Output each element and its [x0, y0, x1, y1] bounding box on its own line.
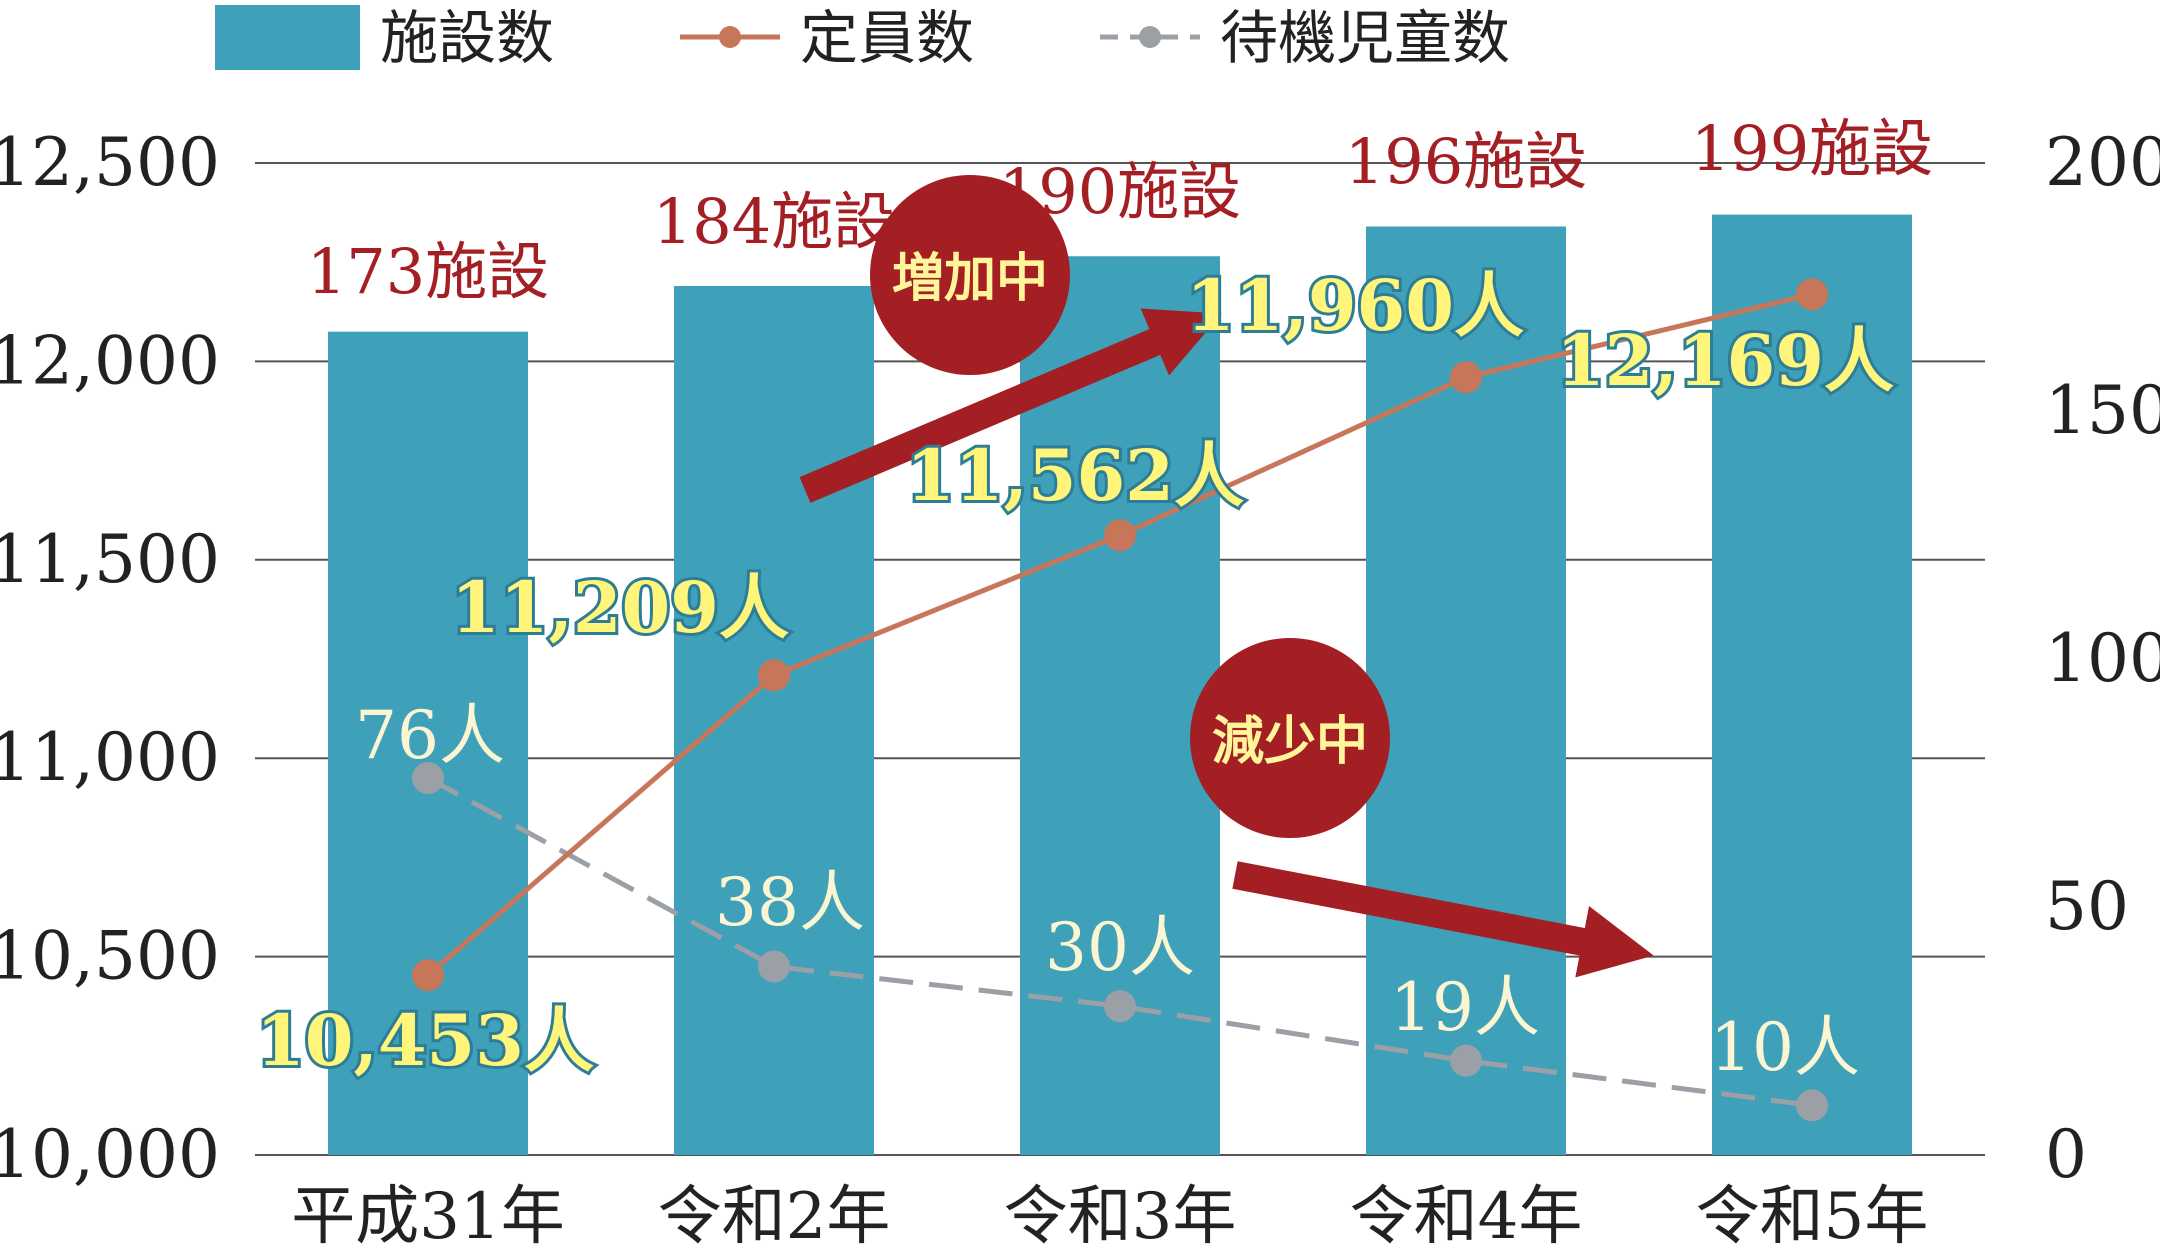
legend-marker-waiting	[1139, 26, 1161, 48]
data-label-capacity: 11,960人	[1186, 264, 1524, 347]
data-label-waiting: 38人	[715, 864, 865, 941]
line-waiting	[426, 775, 1813, 1108]
data-label-waiting: 19人	[1390, 969, 1540, 1046]
data-label-capacity: 11,209人	[451, 566, 789, 649]
decrease-badge-circle	[1190, 638, 1390, 838]
bar-label-facilities: 184施設	[653, 185, 895, 258]
right-tick-label: 0	[2045, 1116, 2087, 1193]
data-label-capacity: 12,169人	[1556, 319, 1894, 402]
left-axis-ticks: 10,000 10,500 11,000 11,500 12,000 12,500	[0, 124, 220, 1193]
line-series	[412, 278, 1828, 1122]
point-capacity	[1796, 278, 1828, 311]
x-tick-label: 令和2年	[658, 1180, 891, 1254]
x-tick-label: 令和3年	[1004, 1180, 1237, 1254]
right-tick-label: 100	[2045, 620, 2160, 697]
right-axis-ticks: 0 50 100 150 200	[2045, 124, 2160, 1193]
data-label-waiting: 10人	[1710, 1009, 1860, 1086]
data-label-waiting: 30人	[1045, 909, 1195, 986]
decrease-badge-label: 減少中	[1212, 712, 1368, 772]
bar-label-facilities: 196施設	[1345, 125, 1587, 198]
decrease-badge: 減少中	[1190, 638, 1390, 838]
legend-marker-capacity	[719, 26, 741, 48]
x-axis-labels: 平成31年 令和2年 令和3年 令和4年 令和5年	[291, 1180, 1928, 1254]
increase-arrow	[799, 308, 1222, 503]
point-waiting	[1796, 1089, 1828, 1122]
gridlines	[255, 162, 1985, 1156]
legend-label-facilities: 施設数	[380, 4, 554, 72]
right-tick-label: 200	[2045, 124, 2160, 201]
point-capacity	[1450, 361, 1482, 394]
bar	[328, 331, 528, 1155]
left-tick-label: 10,000	[0, 1116, 220, 1193]
x-tick-label: 令和4年	[1350, 1180, 1583, 1254]
x-tick-label: 令和5年	[1696, 1180, 1929, 1254]
point-capacity	[1104, 519, 1136, 552]
data-label-waiting: 76人	[355, 697, 505, 774]
point-waiting	[758, 950, 790, 983]
bar	[1712, 214, 1912, 1156]
increase-badge: 増加中	[870, 175, 1070, 375]
point-waiting	[1104, 990, 1136, 1023]
right-tick-label: 150	[2045, 372, 2160, 449]
bar-label-facilities: 173施設	[307, 235, 549, 308]
increase-badge-circle	[870, 175, 1070, 375]
point-waiting	[412, 762, 444, 795]
bar-label-facilities: 199施設	[1691, 112, 1933, 185]
data-label-capacity: 10,453人	[256, 999, 594, 1082]
left-tick-label: 11,500	[0, 521, 220, 598]
left-tick-label: 11,000	[0, 719, 220, 796]
point-waiting	[1450, 1044, 1482, 1077]
legend-label-capacity: 定員数	[800, 4, 974, 72]
increase-badge-label: 増加中	[892, 249, 1048, 309]
legend-label-waiting: 待機児童数	[1220, 4, 1510, 72]
left-tick-label: 12,000	[0, 322, 220, 399]
legend: 施設数 定員数 待機児童数	[215, 4, 1510, 72]
right-tick-label: 50	[2045, 868, 2129, 945]
point-capacity	[758, 659, 790, 692]
legend-swatch-facilities	[215, 5, 360, 70]
x-tick-label: 平成31年	[291, 1180, 564, 1254]
data-label-capacity: 11,562人	[906, 434, 1244, 517]
point-capacity	[412, 959, 444, 992]
left-tick-label: 12,500	[0, 124, 220, 201]
bar	[674, 286, 874, 1155]
left-tick-label: 10,500	[0, 918, 220, 995]
decrease-arrow	[1232, 861, 1654, 978]
